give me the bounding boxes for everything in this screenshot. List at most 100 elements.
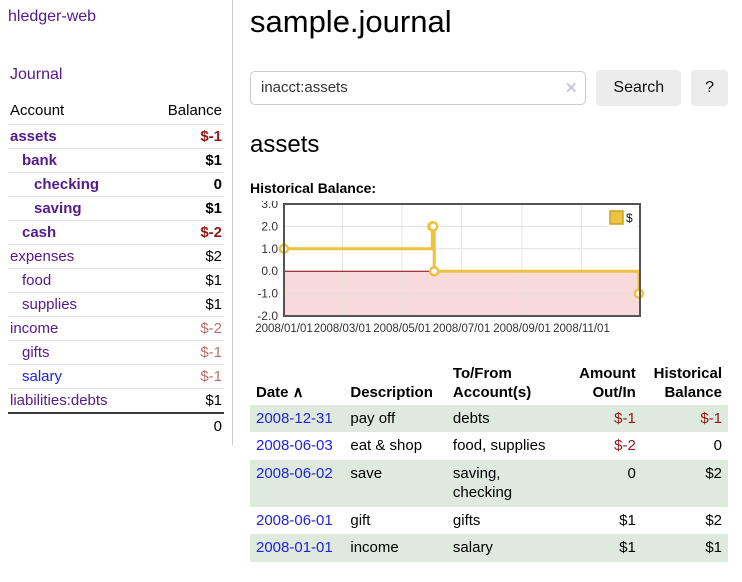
accounts-header-balance: Balance [167,102,222,119]
transaction-date-link[interactable]: 2008-06-03 [256,437,333,455]
account-balance: $1 [145,268,224,293]
plot-border [283,202,641,317]
transaction-amount: $-1 [614,409,636,427]
sidebar-account-link[interactable]: expenses [10,248,75,265]
data-point-marker [427,220,439,232]
search-input[interactable] [250,70,587,105]
header-label: To/From [452,364,512,382]
sidebar-account-link[interactable]: salary [22,368,63,385]
account-name-cell: supplies [8,292,146,317]
transaction-date-cell: 2008-06-03 [250,432,344,460]
x-tick-label: 2008/03/01 [314,323,372,335]
legend-label: $ [626,211,633,225]
account-row: liabilities:debts $1 [8,388,224,413]
account-name-cell: income [8,316,146,341]
sort-ascending-icon: ∧ [288,384,304,402]
account-row: supplies $1 [8,292,224,317]
clear-search-icon[interactable]: ✕ [564,79,578,97]
transaction-date-link[interactable]: 2008-06-01 [256,511,333,529]
account-row: bank $1 [8,148,224,173]
accounts-header-account: Account [10,102,65,119]
x-tick-label: 2008/01/01 [255,323,313,335]
account-name-cell: liabilities:debts [8,388,146,413]
account-name-cell: gifts [8,340,146,365]
transaction-date-link[interactable]: 2008-06-02 [256,464,333,482]
account-balance: $-2 [145,316,224,341]
account-balance: $1 [145,388,224,413]
transaction-row: 2008-06-01 gift gifts $1 $2 [250,507,728,535]
transaction-date-link[interactable]: 2008-12-31 [256,409,333,427]
transaction-balance: $2 [705,464,722,482]
header-label: Amount [579,364,636,382]
account-row: cash $-2 [8,220,224,245]
account-name-cell: checking [8,172,146,197]
account-balance: $2 [145,244,224,269]
transaction-description: income [350,539,399,557]
transaction-date-cell: 2008-06-02 [250,460,344,507]
account-balance: $1 [145,196,224,221]
header-label-line2: Balance [664,384,722,402]
transaction-description: eat & shop [350,437,423,455]
transaction-date-cell: 2008-12-31 [250,405,344,433]
data-point-marker [428,265,440,277]
header-label: Historical [653,364,722,382]
transaction-balance: $-1 [700,409,722,427]
account-balance: 0 [145,172,224,197]
account-balance: $-2 [145,220,224,245]
accounts-table: Account Balance assets $-1 bank $1 checking 0… [8,98,224,439]
account-balance: $-1 [145,124,224,149]
search-button[interactable]: Search [596,69,682,106]
account-row: gifts $-1 [8,340,224,365]
transaction-balance: $2 [705,511,722,529]
sidebar-account-link[interactable]: bank [22,152,58,169]
sidebar-account-link[interactable]: assets [10,128,57,145]
sidebar-account-link[interactable]: supplies [22,296,78,313]
sidebar-item-journal[interactable]: Journal [10,66,63,83]
account-row: expenses $2 [8,244,224,269]
sidebar-account-link[interactable]: checking [34,176,100,193]
account-balance: $-1 [145,340,224,365]
sidebar-account-link[interactable]: income [10,320,59,337]
app-title-link[interactable]: hledger-web [8,8,97,25]
account-balance: $1 [145,148,224,173]
transaction-accounts: saving, checking [452,464,513,502]
legend-swatch [609,209,624,225]
sidebar-account-link[interactable]: liabilities:debts [10,392,108,409]
account-row: assets $-1 [8,124,224,149]
transaction-accounts: debts [452,409,490,427]
transaction-accounts: gifts [452,511,481,529]
transaction-date-cell: 2008-06-01 [250,507,344,535]
y-tick-label: -1.0 [257,286,278,300]
transaction-description: pay off [350,409,396,427]
accounts-header-row: Account Balance [8,98,224,125]
x-tick-label: 2008/09/01 [493,323,551,335]
page-title: sample.journal [250,4,452,39]
y-tick-label: 0.0 [261,264,278,278]
header-label-line2: Out/In [592,384,636,402]
header-label: Date [256,384,289,402]
x-tick-label: 2008/07/01 [433,323,491,335]
transaction-date-link[interactable]: 2008-01-01 [256,539,333,557]
historical-balance-chart: $3.0 2.0 1.0 0.0 -1.0 -2.0 2008/01/01 2008/03/0… [250,197,728,348]
chart-title: Historical Balance: [250,179,377,196]
account-heading: assets [250,130,320,158]
header-label: Description [350,384,433,402]
register-header-tofrom: To/From Account(s) [447,362,568,405]
account-balance: $-1 [145,364,224,389]
y-tick-label: 2.0 [261,219,278,233]
sidebar-account-link[interactable]: cash [22,224,57,241]
sidebar-account-link[interactable]: saving [34,200,82,217]
x-tick-label: 2008/05/01 [373,323,431,335]
sidebar-account-link[interactable]: food [22,272,52,289]
transaction-description: save [350,464,383,482]
transaction-balance: 0 [713,437,722,455]
register-header-historical: Historical Balance [642,362,728,405]
register-header-date[interactable]: Date ∧ [250,362,344,405]
help-button[interactable]: ? [691,69,728,106]
y-tick-label: 1.0 [261,241,278,255]
register-header-row: Date ∧ Description To/From Account(s) Amount… [250,362,728,405]
transaction-accounts: food, supplies [452,437,546,455]
account-name-cell: cash [8,220,146,245]
sidebar-account-link[interactable]: gifts [22,344,50,361]
